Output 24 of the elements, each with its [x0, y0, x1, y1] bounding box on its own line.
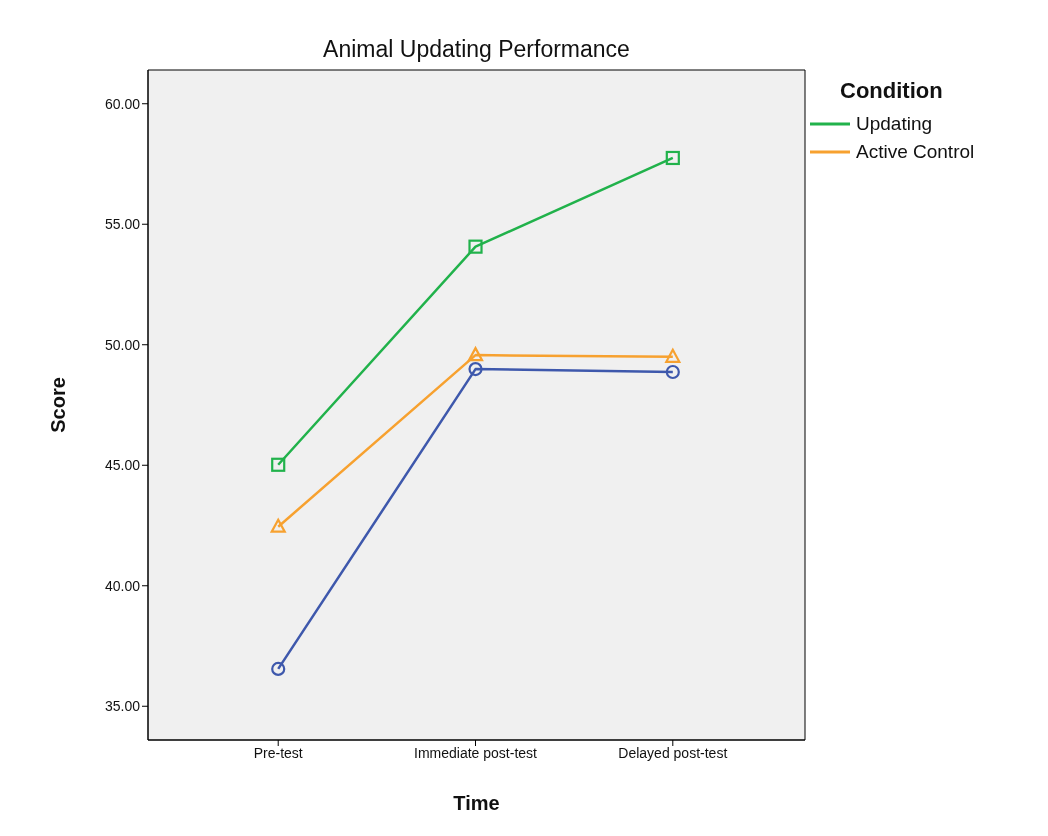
point [665, 348, 681, 363]
point [271, 661, 286, 676]
x-tick-label: Immediate post-test [414, 744, 538, 761]
y-tick-label: 55.00 [104, 216, 141, 233]
legend-label: Updating [856, 113, 933, 135]
y-axis-title: Score [47, 377, 70, 433]
point [665, 364, 680, 380]
legend-label: Active Control [856, 141, 975, 163]
point [468, 239, 483, 254]
chart-title: Animal Updating Performance [322, 36, 631, 63]
point [665, 150, 680, 166]
x-tick-label: Pre-test [253, 744, 303, 761]
x-axis-title: Time [453, 792, 500, 814]
y-tick-label: 50.00 [104, 336, 141, 353]
y-tick-label: 60.00 [104, 95, 141, 112]
y-tick-label: 35.00 [104, 698, 141, 715]
point [270, 518, 286, 533]
y-tick-label: 45.00 [104, 457, 141, 474]
y-tick-label: 40.00 [104, 577, 141, 594]
x-tick-label: Delayed post-test [618, 744, 728, 761]
legend-title: Condition [840, 78, 944, 104]
point [467, 347, 484, 362]
point [468, 361, 483, 377]
point [271, 457, 286, 472]
